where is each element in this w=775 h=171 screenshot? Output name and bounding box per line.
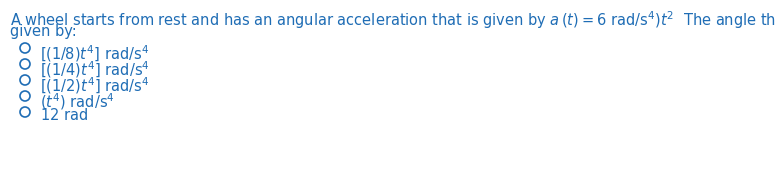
Text: $(t^4)$ rad/s$^4$: $(t^4)$ rad/s$^4$	[40, 91, 115, 112]
Text: given by:: given by:	[10, 24, 77, 39]
Text: $[(1/8)t^4]$ rad/s$^4$: $[(1/8)t^4]$ rad/s$^4$	[40, 43, 149, 64]
Text: $[(1/2)t^4]$ rad/s$^4$: $[(1/2)t^4]$ rad/s$^4$	[40, 75, 150, 96]
Text: $[(1/4)t^4]$ rad/s$^4$: $[(1/4)t^4]$ rad/s$^4$	[40, 59, 150, 80]
Text: A wheel starts from rest and has an angular acceleration that is given by $\math: A wheel starts from rest and has an angu…	[10, 9, 775, 31]
Text: $12$ rad: $12$ rad	[40, 107, 88, 123]
